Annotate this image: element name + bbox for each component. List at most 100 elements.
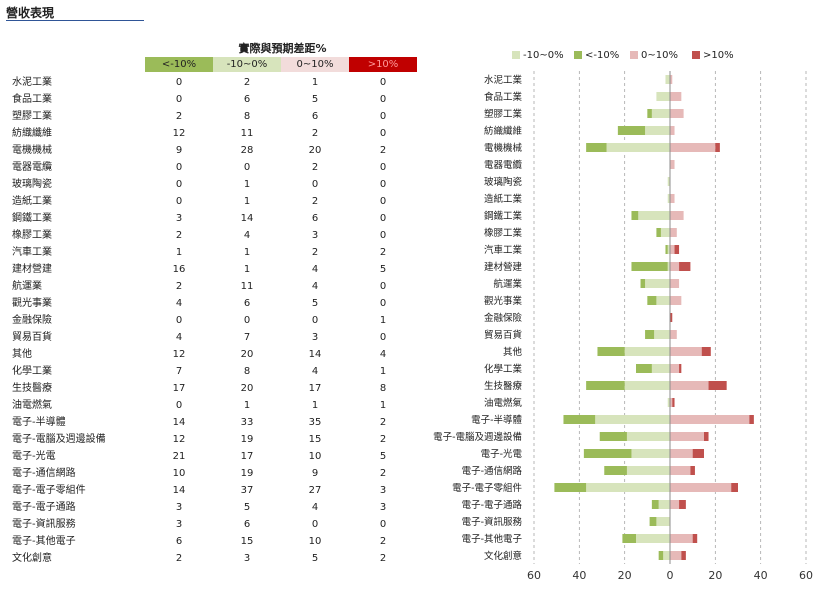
table-row: 玻璃陶瓷 0 1 0 0 bbox=[0, 176, 420, 193]
y-category-label: 化學工業 bbox=[484, 363, 523, 375]
bar-segment bbox=[647, 296, 657, 305]
bar-segment bbox=[670, 432, 704, 441]
table-row: 電器電纜 0 0 2 0 bbox=[0, 159, 420, 176]
x-tick-label: 20 bbox=[618, 569, 632, 582]
bar-segment bbox=[645, 126, 670, 135]
row-value: 20 bbox=[240, 383, 254, 394]
row-value: 2 bbox=[311, 247, 319, 258]
table-row: 貿易百貨 4 7 3 0 bbox=[0, 329, 420, 346]
row-industry-name: 電機機械 bbox=[12, 145, 52, 156]
row-value: 4 bbox=[379, 349, 387, 360]
table-row: 建材營建 16 1 4 5 bbox=[0, 261, 420, 278]
row-value: 14 bbox=[172, 485, 186, 496]
bar-segment bbox=[554, 483, 587, 492]
row-value: 0 bbox=[243, 315, 251, 326]
row-industry-name: 食品工業 bbox=[12, 94, 52, 105]
table-row: 航運業 2 11 4 0 bbox=[0, 278, 420, 295]
row-value: 0 bbox=[379, 519, 387, 530]
row-value: 20 bbox=[240, 349, 254, 360]
x-tick-label: 40 bbox=[754, 569, 768, 582]
bar-segment bbox=[670, 109, 684, 118]
table-row: 其他 12 20 14 4 bbox=[0, 346, 420, 363]
y-category-label: 觀光事業 bbox=[484, 295, 523, 307]
x-tick-label: 60 bbox=[799, 569, 813, 582]
row-industry-name: 造紙工業 bbox=[12, 196, 52, 207]
y-category-label: 貿易百貨 bbox=[484, 329, 522, 341]
row-industry-name: 電子-通信網路 bbox=[12, 468, 76, 479]
row-industry-name: 油電燃氣 bbox=[12, 400, 52, 411]
row-value: 8 bbox=[243, 366, 251, 377]
row-value: 12 bbox=[172, 434, 186, 445]
bar-segment bbox=[670, 330, 677, 339]
bar-segment bbox=[672, 398, 675, 407]
row-value: 0 bbox=[175, 196, 183, 207]
bar-segment bbox=[670, 296, 682, 305]
row-value: 6 bbox=[243, 298, 251, 309]
table-row: 金融保險 0 0 0 1 bbox=[0, 312, 420, 329]
table-row: 電子-電子通路 3 5 4 3 bbox=[0, 499, 420, 516]
row-value: 17 bbox=[172, 383, 186, 394]
bar-segment bbox=[670, 92, 682, 101]
y-category-label: 塑膠工業 bbox=[484, 108, 523, 120]
row-industry-name: 貿易百貨 bbox=[12, 332, 52, 343]
row-value: 37 bbox=[240, 485, 254, 496]
bar-segment bbox=[670, 245, 675, 254]
y-category-label: 造紙工業 bbox=[484, 193, 523, 205]
bar-segment bbox=[665, 245, 668, 254]
bar-segment bbox=[670, 415, 750, 424]
bar-segment bbox=[617, 126, 646, 135]
bar-segment bbox=[647, 109, 652, 118]
row-value: 11 bbox=[240, 128, 254, 139]
y-category-label: 電子-資訊服務 bbox=[462, 516, 523, 528]
legend-label: >10% bbox=[703, 50, 734, 61]
header-gt10: >10% bbox=[349, 57, 417, 72]
bar-segment bbox=[654, 330, 670, 339]
bar-segment bbox=[624, 381, 670, 390]
y-category-label: 電子-光電 bbox=[481, 448, 523, 460]
bar-segment bbox=[670, 466, 691, 475]
table-row: 造紙工業 0 1 2 0 bbox=[0, 193, 420, 210]
row-value: 6 bbox=[311, 111, 319, 122]
row-value: 4 bbox=[311, 502, 319, 513]
bar-segment bbox=[622, 534, 636, 543]
row-industry-name: 水泥工業 bbox=[12, 77, 52, 88]
row-value: 9 bbox=[175, 145, 183, 156]
bar-segment bbox=[670, 126, 675, 135]
row-value: 1 bbox=[379, 315, 387, 326]
row-value: 3 bbox=[311, 230, 319, 241]
x-tick-label: 20 bbox=[708, 569, 722, 582]
table-row: 文化創意 2 3 5 2 bbox=[0, 550, 420, 567]
row-value: 6 bbox=[175, 536, 183, 547]
legend-swatch bbox=[692, 51, 700, 59]
bar-segment bbox=[638, 211, 670, 220]
bar-segment bbox=[670, 143, 716, 152]
bar-segment bbox=[670, 381, 709, 390]
row-value: 0 bbox=[379, 213, 387, 224]
bar-segment bbox=[670, 534, 693, 543]
bar-segment bbox=[597, 347, 625, 356]
row-value: 6 bbox=[243, 94, 251, 105]
bar-segment bbox=[670, 500, 680, 509]
y-category-label: 航運業 bbox=[493, 278, 522, 290]
legend-item: 0~10% bbox=[630, 50, 678, 61]
bar-segment bbox=[701, 347, 711, 356]
row-industry-name: 電子-其他電子 bbox=[12, 536, 76, 547]
bar-segment bbox=[649, 517, 657, 526]
y-category-label: 水泥工業 bbox=[484, 74, 523, 86]
row-value: 2 bbox=[175, 281, 183, 292]
diverging-bar-chart: 60 40 20 0 20 40 60 水泥工業食品工業塑膠工業紡織纖維電機機械電器電纜玻璃陶… bbox=[433, 71, 813, 582]
row-value: 0 bbox=[175, 77, 183, 88]
x-tick-label: 0 bbox=[667, 569, 674, 582]
row-value: 0 bbox=[379, 94, 387, 105]
row-value: 0 bbox=[379, 162, 387, 173]
row-value: 35 bbox=[308, 417, 322, 428]
bar-segment bbox=[667, 177, 670, 186]
table-row: 電子-電子零組件 14 37 27 3 bbox=[0, 482, 420, 499]
bar-segment bbox=[599, 432, 627, 441]
row-value: 2 bbox=[175, 230, 183, 241]
title-underline bbox=[6, 20, 144, 21]
legend-label: -10~0% bbox=[523, 50, 564, 61]
bar-segment bbox=[670, 483, 732, 492]
row-industry-name: 汽車工業 bbox=[12, 247, 52, 258]
row-industry-name: 鋼鐵工業 bbox=[12, 213, 52, 224]
